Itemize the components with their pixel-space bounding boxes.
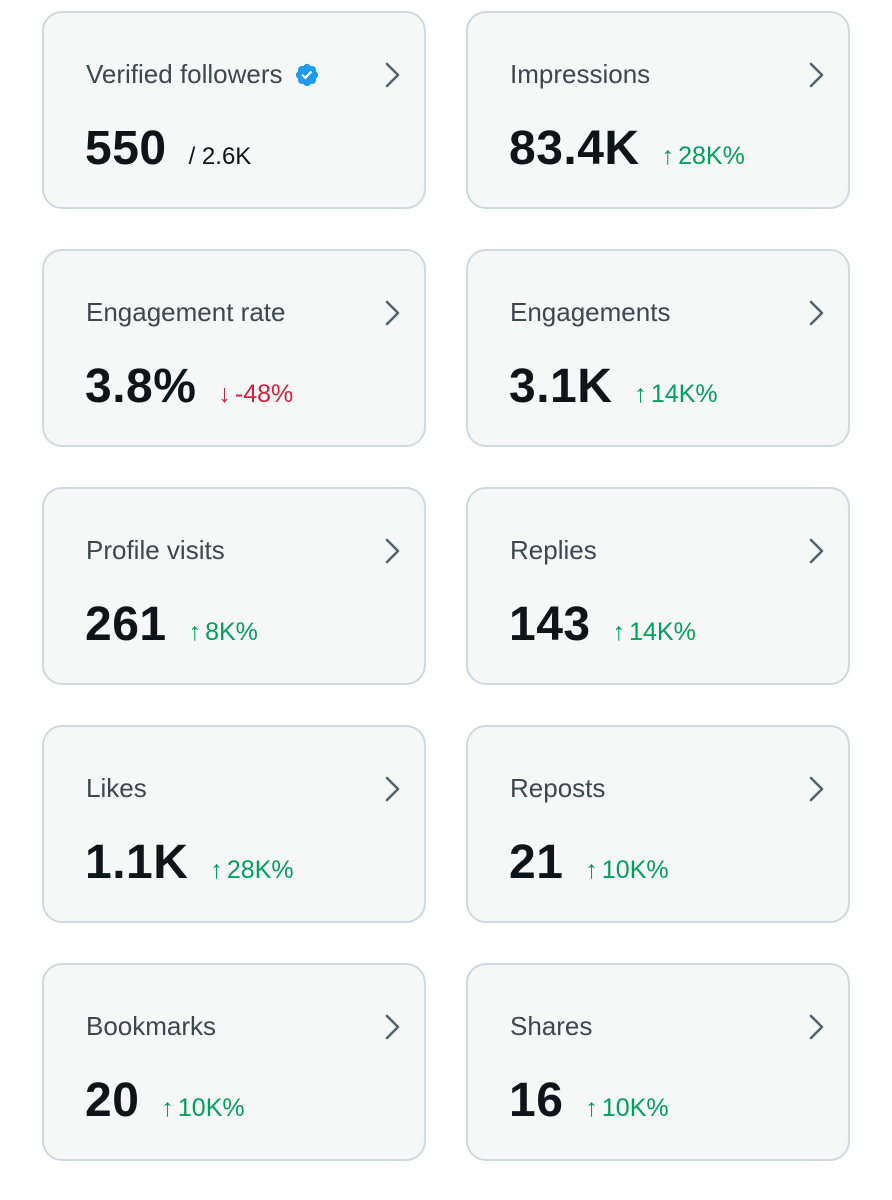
arrow-up-icon: ↑ <box>661 142 675 170</box>
metric-value: 3.1K <box>509 360 613 413</box>
metric-delta-value: 10K% <box>601 1094 669 1122</box>
arrow-up-icon: ↑ <box>585 856 598 884</box>
chevron-right-icon[interactable] <box>806 775 828 803</box>
metric-title: Bookmarks <box>86 1011 216 1042</box>
arrow-up-icon: ↑ <box>585 1094 598 1122</box>
metric-title: Replies <box>510 535 597 566</box>
metric-title-label: Verified followers <box>86 59 283 89</box>
metric-value-row: 3.8% ↓ -48% <box>85 359 293 414</box>
metric-value-row: 550 / 2.6K <box>85 121 251 176</box>
metric-title-label: Likes <box>86 773 147 803</box>
metric-card-replies[interactable]: Replies 143 ↑ 14K% <box>466 487 850 685</box>
chevron-right-icon[interactable] <box>382 775 404 803</box>
chevron-right-icon[interactable] <box>382 299 404 327</box>
metric-title-label: Engagements <box>510 297 671 327</box>
metric-value: 143 <box>509 598 591 651</box>
metric-value-row: 1.1K ↑ 28K% <box>85 835 294 890</box>
metric-delta-value: 28K% <box>678 142 745 170</box>
metric-value-row: 20 ↑ 10K% <box>85 1073 245 1128</box>
metric-delta-value: 14K% <box>629 618 696 646</box>
metric-delta-value: 10K% <box>601 856 669 884</box>
metric-delta: ↑ 10K% <box>161 1094 244 1123</box>
metric-card-shares[interactable]: Shares 16 ↑ 10K% <box>466 963 850 1161</box>
metric-value: 20 <box>85 1074 140 1127</box>
metric-title: Engagement rate <box>86 297 285 328</box>
metric-title-label: Bookmarks <box>86 1011 217 1041</box>
metric-title-label: Profile visits <box>86 535 225 565</box>
metric-card-bookmarks[interactable]: Bookmarks 20 ↑ 10K% <box>42 963 426 1161</box>
metric-title: Likes <box>86 773 147 804</box>
metric-delta: ↓ -48% <box>218 380 293 409</box>
arrow-up-icon: ↑ <box>188 618 202 646</box>
metric-delta: ↑ 8K% <box>189 618 258 647</box>
arrow-up-icon: ↑ <box>210 856 223 884</box>
metric-title: Engagements <box>510 297 670 328</box>
metric-card-engagements[interactable]: Engagements 3.1K ↑ 14K% <box>466 249 850 447</box>
metric-title: Reposts <box>510 773 605 804</box>
metric-delta: ↑ 14K% <box>613 618 696 647</box>
metric-value-row: 143 ↑ 14K% <box>509 597 696 652</box>
metric-title-label: Engagement rate <box>86 297 286 327</box>
chevron-right-icon[interactable] <box>806 537 828 565</box>
metric-delta: ↑ 14K% <box>634 380 717 409</box>
metric-value: 261 <box>85 598 167 651</box>
metric-value: 3.8% <box>85 360 197 413</box>
metric-title-label: Shares <box>510 1011 593 1041</box>
metric-delta-value: 8K% <box>205 618 258 646</box>
metric-value-row: 21 ↑ 10K% <box>509 835 669 890</box>
metric-card-verified-followers[interactable]: Verified followers 550 / 2.6K <box>42 11 426 209</box>
metric-value-row: 261 ↑ 8K% <box>85 597 258 652</box>
metric-delta-value: -48% <box>234 380 294 408</box>
metric-delta-value: 28K% <box>226 856 294 884</box>
metric-title-label: Reposts <box>510 773 606 803</box>
metric-delta-value: 10K% <box>177 1094 245 1122</box>
metric-value: 16 <box>509 1074 564 1127</box>
metric-value-row: 3.1K ↑ 14K% <box>509 359 718 414</box>
metric-title-label: Impressions <box>510 59 651 89</box>
metric-card-reposts[interactable]: Reposts 21 ↑ 10K% <box>466 725 850 923</box>
metric-title: Impressions <box>510 59 650 90</box>
metric-value-row: 16 ↑ 10K% <box>509 1073 669 1128</box>
metric-delta: ↑ 28K% <box>210 856 293 885</box>
verified-badge-icon <box>295 63 318 86</box>
metric-title-label: Replies <box>510 535 597 565</box>
metric-value: 83.4K <box>509 122 640 175</box>
metric-card-likes[interactable]: Likes 1.1K ↑ 28K% <box>42 725 426 923</box>
chevron-right-icon[interactable] <box>382 537 404 565</box>
metric-title: Shares <box>510 1011 592 1042</box>
metric-card-engagement-rate[interactable]: Engagement rate 3.8% ↓ -48% <box>42 249 426 447</box>
metric-value-row: 83.4K ↑ 28K% <box>509 121 745 176</box>
metric-delta-value: 14K% <box>650 380 718 408</box>
chevron-right-icon[interactable] <box>806 299 828 327</box>
chevron-right-icon[interactable] <box>806 61 828 89</box>
metric-card-profile-visits[interactable]: Profile visits 261 ↑ 8K% <box>42 487 426 685</box>
metric-value: 1.1K <box>85 836 189 889</box>
metric-total: / 2.6K <box>188 143 252 170</box>
arrow-up-icon: ↑ <box>161 1094 174 1122</box>
metric-value: 21 <box>509 836 564 889</box>
metric-value: 550 <box>85 122 167 175</box>
metrics-grid: Verified followers 550 / 2.6K Impression… <box>42 11 850 1161</box>
chevron-right-icon[interactable] <box>382 61 404 89</box>
metric-title: Profile visits <box>86 535 225 566</box>
arrow-up-icon: ↑ <box>634 380 647 408</box>
metric-delta: ↑ 28K% <box>662 142 745 171</box>
metric-title: Verified followers <box>86 59 320 90</box>
metric-delta: ↑ 10K% <box>585 1094 668 1123</box>
chevron-right-icon[interactable] <box>382 1013 404 1041</box>
arrow-down-icon: ↓ <box>218 380 231 408</box>
metric-delta: ↑ 10K% <box>585 856 668 885</box>
arrow-up-icon: ↑ <box>612 618 626 646</box>
metric-card-impressions[interactable]: Impressions 83.4K ↑ 28K% <box>466 11 850 209</box>
chevron-right-icon[interactable] <box>806 1013 828 1041</box>
